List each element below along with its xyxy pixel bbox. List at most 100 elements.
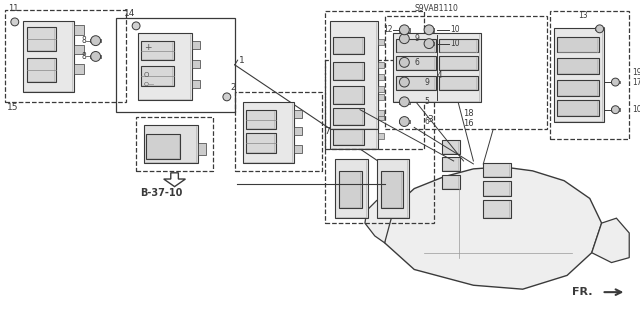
Bar [438, 56, 477, 70]
Text: 4: 4 [437, 71, 442, 80]
Bar [438, 76, 477, 90]
Bar [378, 94, 383, 100]
Bar [326, 60, 434, 223]
Circle shape [132, 22, 140, 30]
Bar [550, 11, 629, 139]
Bar [333, 37, 364, 55]
Bar [378, 39, 383, 45]
Bar [396, 39, 436, 53]
Bar [243, 102, 294, 163]
Bar [333, 62, 364, 80]
Circle shape [399, 117, 410, 126]
Text: 7: 7 [324, 127, 330, 136]
Bar [90, 55, 101, 58]
Bar [22, 21, 74, 92]
Bar [438, 39, 477, 53]
Circle shape [91, 36, 100, 46]
Bar [399, 28, 410, 32]
Circle shape [596, 25, 604, 33]
Bar [146, 134, 180, 159]
Bar [294, 110, 302, 118]
Circle shape [424, 25, 434, 35]
Bar [246, 110, 276, 130]
Bar [339, 171, 362, 208]
Bar [399, 37, 410, 41]
Text: 10: 10 [450, 25, 460, 34]
Text: 1: 1 [239, 56, 244, 65]
Text: 6: 6 [414, 58, 419, 67]
Text: 6: 6 [424, 117, 429, 126]
Text: 17: 17 [632, 78, 640, 86]
Text: 10: 10 [632, 105, 640, 114]
Bar [136, 117, 213, 171]
Text: FR.: FR. [572, 287, 593, 297]
Bar [333, 86, 364, 102]
Circle shape [424, 39, 434, 48]
Bar [399, 120, 410, 123]
Bar [611, 108, 620, 111]
Polygon shape [164, 173, 186, 187]
Bar [330, 21, 378, 130]
Bar [116, 18, 235, 112]
Bar [399, 80, 410, 84]
Bar [378, 110, 383, 115]
Circle shape [399, 57, 410, 67]
Circle shape [223, 93, 231, 101]
Polygon shape [592, 218, 629, 263]
Text: 3: 3 [427, 115, 433, 124]
Bar [326, 11, 424, 149]
Bar [442, 157, 460, 171]
Bar [144, 125, 198, 163]
Text: S9VAB1110: S9VAB1110 [414, 4, 458, 13]
Bar [333, 110, 364, 125]
Text: 8: 8 [81, 36, 86, 45]
Polygon shape [365, 200, 394, 243]
Bar [198, 143, 206, 155]
Circle shape [399, 34, 410, 44]
Bar [557, 58, 599, 74]
Bar [557, 37, 599, 53]
Bar [392, 33, 481, 102]
Bar [138, 33, 193, 100]
Polygon shape [385, 167, 602, 289]
Bar [235, 92, 321, 171]
Text: +: + [144, 43, 152, 52]
Bar [611, 81, 620, 84]
Text: 15: 15 [7, 103, 19, 112]
Circle shape [399, 77, 410, 87]
Bar [193, 80, 200, 88]
Bar [385, 16, 547, 130]
Bar [396, 76, 436, 90]
Text: 2: 2 [231, 83, 236, 92]
Bar [442, 140, 460, 154]
Bar [377, 159, 410, 218]
Bar [193, 41, 200, 48]
Bar [378, 114, 383, 120]
Circle shape [399, 25, 410, 35]
Text: 11: 11 [8, 4, 19, 13]
Bar [424, 42, 435, 45]
Bar [330, 70, 378, 149]
Bar [399, 100, 410, 104]
Text: O: O [144, 72, 149, 78]
Text: 12: 12 [383, 25, 392, 34]
Text: 9: 9 [424, 78, 429, 86]
Bar [557, 80, 599, 96]
Circle shape [611, 78, 620, 86]
Bar [333, 108, 364, 125]
Text: 18: 18 [463, 109, 474, 118]
Bar [333, 86, 364, 104]
Text: 13: 13 [578, 11, 588, 20]
Circle shape [11, 18, 19, 26]
Bar [246, 133, 276, 153]
Bar [483, 200, 511, 218]
Bar [74, 64, 84, 74]
Bar [141, 66, 173, 86]
Circle shape [399, 97, 410, 107]
Text: 8: 8 [81, 52, 86, 61]
Bar [378, 74, 383, 80]
Bar [381, 171, 403, 208]
Bar [141, 41, 173, 60]
Text: B-37-10: B-37-10 [140, 188, 182, 197]
Bar [483, 163, 511, 177]
